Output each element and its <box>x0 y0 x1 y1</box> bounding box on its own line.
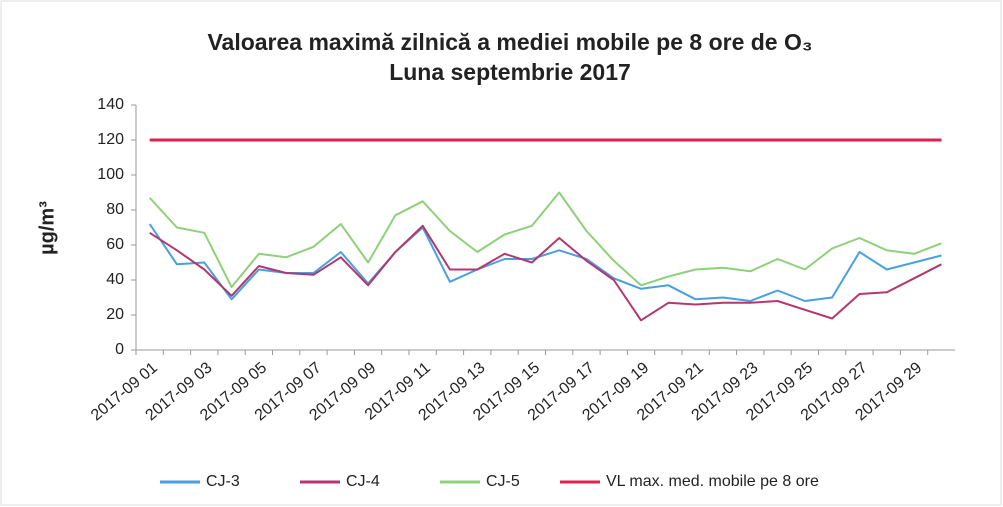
legend-label: CJ-4 <box>346 473 380 490</box>
y-tick-label: 120 <box>97 131 124 148</box>
chart-subtitle: Luna septembrie 2017 <box>389 59 631 85</box>
legend-label: CJ-5 <box>486 473 520 490</box>
y-tick-label: 80 <box>106 201 124 218</box>
chart-title: Valoarea maximă zilnică a mediei mobile … <box>207 29 812 55</box>
y-tick-label: 140 <box>97 96 124 113</box>
y-tick-label: 20 <box>106 306 124 323</box>
series-line <box>149 224 942 322</box>
y-tick-label: 0 <box>115 341 124 358</box>
y-axis-label: µg/m³ <box>36 201 58 255</box>
y-tick-label: 40 <box>106 271 124 288</box>
legend-label: VL max. med. mobile pe 8 ore <box>606 473 819 490</box>
legend-label: CJ-3 <box>206 473 240 490</box>
y-tick-label: 60 <box>106 236 124 253</box>
y-tick-label: 100 <box>97 166 124 183</box>
series-line <box>148 191 942 288</box>
